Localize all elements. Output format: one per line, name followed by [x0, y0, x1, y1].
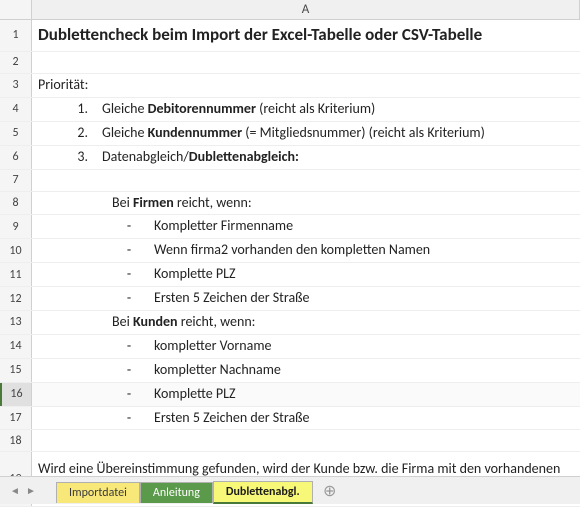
cell-a12[interactable]: -Ersten 5 Zeichen der Straße	[32, 287, 580, 310]
sub-text: Ersten 5 Zeichen der Straße	[154, 409, 574, 428]
row-number[interactable]: 17	[0, 407, 32, 430]
bullet: -	[112, 265, 154, 284]
priority-text: Datenabgleich/Dublettenabgleich:	[102, 148, 574, 167]
row-number[interactable]: 12	[0, 287, 32, 310]
scroll-left-icon[interactable]: ◄	[8, 483, 22, 499]
row-1: 1 Dublettencheck beim Import der Excel-T…	[0, 20, 580, 52]
scroll-right-icon[interactable]: ►	[24, 483, 38, 499]
row-5: 5 2. Gleiche Kundennummer (= Mitgliedsnu…	[0, 122, 580, 146]
row-17: 17 -Ersten 5 Zeichen der Straße	[0, 407, 580, 431]
row-11: 11 -Komplette PLZ	[0, 263, 580, 287]
cell-a7[interactable]	[32, 178, 580, 182]
cell-a6[interactable]: 3. Datenabgleich/Dublettenabgleich:	[32, 146, 580, 169]
row-number[interactable]: 18	[0, 430, 32, 451]
cell-a3[interactable]: Priorität:	[32, 74, 580, 97]
cell-a15[interactable]: -kompletter Nachname	[32, 359, 580, 382]
row-12: 12 -Ersten 5 Zeichen der Straße	[0, 287, 580, 311]
tab-anleitung[interactable]: Anleitung	[140, 482, 213, 503]
row-number[interactable]: 5	[0, 122, 32, 145]
row-number[interactable]: 13	[0, 311, 32, 334]
sheet-scroll-buttons: ◄ ►	[8, 483, 38, 499]
row-number[interactable]: 10	[0, 239, 32, 262]
sub-text: Kompletter Firmenname	[154, 217, 574, 236]
row-number[interactable]: 14	[0, 335, 32, 358]
bullet: -	[112, 289, 154, 308]
row-15: 15 -kompletter Nachname	[0, 359, 580, 383]
sheet-tabs-bar: ◄ ► Importdatei Anleitung Dublettenabgl.…	[0, 476, 580, 504]
cell-a4[interactable]: 1. Gleiche Debitorennummer (reicht als K…	[32, 98, 580, 121]
row-number[interactable]: 1	[0, 20, 32, 51]
row-number[interactable]: 7	[0, 170, 32, 191]
cell-a13[interactable]: Bei Kunden reicht, wenn:	[32, 311, 580, 334]
sub-text: Wenn firma2 vorhanden den kompletten Nam…	[154, 241, 574, 260]
cell-a14[interactable]: -kompletter Vorname	[32, 335, 580, 358]
bullet: -	[112, 361, 154, 380]
cell-a18[interactable]	[32, 436, 580, 446]
row-number[interactable]: 16	[0, 383, 32, 406]
sub-text: Komplette PLZ	[154, 265, 574, 284]
column-a-header[interactable]: A	[32, 0, 580, 19]
cell-a10[interactable]: -Wenn firma2 vorhanden den kompletten Na…	[32, 239, 580, 262]
sub-text: kompletter Nachname	[154, 361, 574, 380]
cell-a17[interactable]: -Ersten 5 Zeichen der Straße	[32, 407, 580, 430]
row-number[interactable]: 8	[0, 192, 32, 215]
row-2: 2	[0, 52, 580, 74]
cell-a8[interactable]: Bei Firmen reicht, wenn:	[32, 192, 580, 215]
bullet: -	[112, 241, 154, 260]
row-10: 10 -Wenn firma2 vorhanden den kompletten…	[0, 239, 580, 263]
select-all-corner[interactable]	[0, 0, 32, 19]
row-number[interactable]: 4	[0, 98, 32, 121]
row-7: 7	[0, 170, 580, 192]
bullet: -	[112, 337, 154, 356]
cell-a11[interactable]: -Komplette PLZ	[32, 263, 580, 286]
row-6: 6 3. Datenabgleich/Dublettenabgleich:	[0, 146, 580, 170]
row-16: 16 -Komplette PLZ	[0, 383, 580, 407]
row-4: 4 1. Gleiche Debitorennummer (reicht als…	[0, 98, 580, 122]
row-number[interactable]: 3	[0, 74, 32, 97]
priority-text: Gleiche Kundennummer (= Mitgliedsnummer)…	[102, 124, 574, 143]
cell-a16[interactable]: -Komplette PLZ	[32, 383, 580, 406]
bullet: -	[112, 217, 154, 236]
sub-text: Komplette PLZ	[154, 385, 574, 404]
row-14: 14 -kompletter Vorname	[0, 335, 580, 359]
row-number[interactable]: 11	[0, 263, 32, 286]
priority-text: Gleiche Debitorennummer (reicht als Krit…	[102, 100, 574, 119]
row-13: 13 Bei Kunden reicht, wenn:	[0, 311, 580, 335]
tab-dublettenabgl[interactable]: Dublettenabgl.	[213, 481, 313, 504]
new-sheet-icon[interactable]: ⊕	[319, 480, 341, 502]
row-9: 9 -Kompletter Firmenname	[0, 215, 580, 239]
cell-a9[interactable]: -Kompletter Firmenname	[32, 215, 580, 238]
row-number[interactable]: 6	[0, 146, 32, 169]
priority-number: 3.	[38, 148, 102, 167]
sub-text: Ersten 5 Zeichen der Straße	[154, 289, 574, 308]
row-8: 8 Bei Firmen reicht, wenn:	[0, 192, 580, 216]
bullet: -	[112, 385, 154, 404]
bullet: -	[112, 409, 154, 428]
row-number[interactable]: 15	[0, 359, 32, 382]
column-header-row: A	[0, 0, 580, 20]
priority-number: 2.	[38, 124, 102, 143]
cell-a2[interactable]	[32, 60, 580, 64]
sub-text: kompletter Vorname	[154, 337, 574, 356]
priority-number: 1.	[38, 100, 102, 119]
cell-a1[interactable]: Dublettencheck beim Import der Excel-Tab…	[32, 20, 580, 51]
row-3: 3 Priorität:	[0, 74, 580, 98]
row-number[interactable]: 9	[0, 215, 32, 238]
tab-importdatei[interactable]: Importdatei	[56, 482, 140, 503]
cell-a5[interactable]: 2. Gleiche Kundennummer (= Mitgliedsnumm…	[32, 122, 580, 145]
row-18: 18	[0, 430, 580, 452]
row-number[interactable]: 2	[0, 52, 32, 73]
